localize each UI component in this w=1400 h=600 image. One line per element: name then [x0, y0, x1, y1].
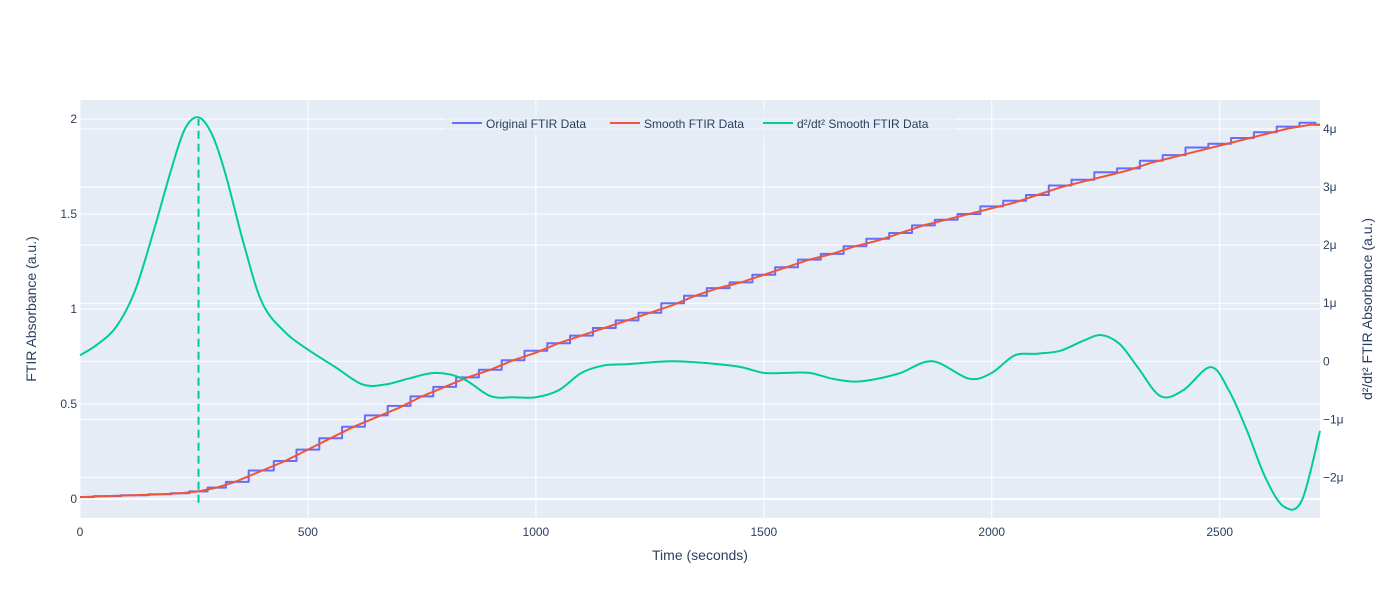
y-tick-label: 1 [70, 302, 77, 316]
y2-tick-label: −2μ [1323, 470, 1344, 484]
y-tick-label: 0 [70, 492, 77, 506]
series-second-derivative [79, 116, 1321, 511]
legend-item-smooth[interactable]: Smooth FTIR Data [610, 117, 744, 131]
legend-label-second-derivative: d²/dt² Smooth FTIR Data [797, 117, 929, 131]
y-tick-label: 2 [70, 112, 77, 126]
series-smooth-ftir [79, 123, 1320, 499]
legend[interactable]: Original FTIR Data Smooth FTIR Data d²/d… [445, 108, 955, 138]
y2-tick-label: 4μ [1323, 122, 1337, 136]
series-layer [79, 116, 1321, 511]
x-axis-ticks: 0 500 1000 1500 2000 2500 [77, 525, 1234, 539]
y2-tick-label: 3μ [1323, 180, 1337, 194]
y-axis-title: FTIR Absorbance (a.u.) [23, 236, 39, 382]
y2-tick-label: −1μ [1323, 412, 1344, 426]
legend-label-smooth: Smooth FTIR Data [644, 117, 744, 131]
x-tick-label: 1500 [750, 525, 777, 539]
x-tick-label: 1000 [523, 525, 550, 539]
x-tick-label: 500 [298, 525, 318, 539]
y2-tick-label: 0 [1323, 354, 1330, 368]
y2-axis-title: d²/dt² FTIR Absorbance (a.u.) [1359, 218, 1375, 400]
y-tick-label: 0.5 [60, 397, 77, 411]
y2-tick-label: 1μ [1323, 296, 1337, 310]
legend-label-original: Original FTIR Data [486, 117, 586, 131]
x-axis-title: Time (seconds) [652, 547, 748, 563]
y-tick-label: 1.5 [60, 207, 77, 221]
y2-tick-label: 2μ [1323, 238, 1337, 252]
x-tick-label: 2500 [1206, 525, 1233, 539]
legend-item-original[interactable]: Original FTIR Data [452, 117, 586, 131]
y-axis-ticks: 0 0.5 1 1.5 2 [60, 112, 77, 506]
y2-axis-ticks: −2μ −1μ 0 1μ 2μ 3μ 4μ [1323, 122, 1344, 484]
legend-background [445, 108, 955, 138]
x-tick-label: 2000 [978, 525, 1005, 539]
x-tick-label: 0 [77, 525, 84, 539]
legend-item-second-derivative[interactable]: d²/dt² Smooth FTIR Data [763, 117, 929, 131]
